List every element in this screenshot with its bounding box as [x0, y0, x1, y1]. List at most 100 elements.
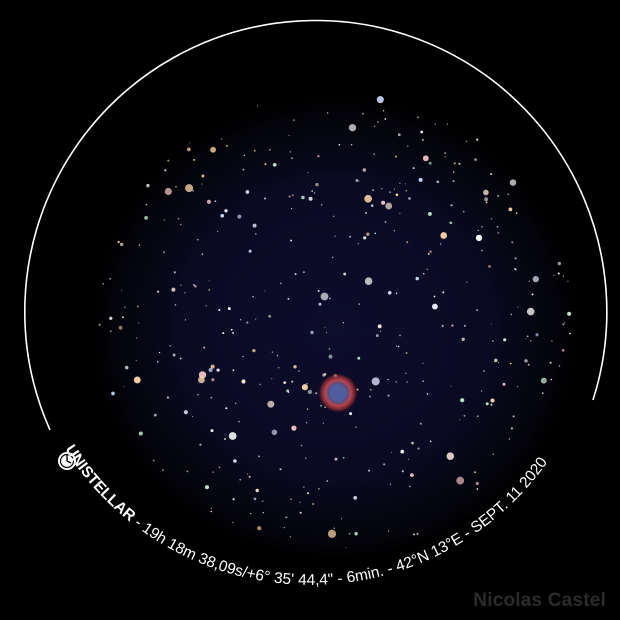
star: [391, 451, 393, 453]
star: [310, 330, 314, 335]
star: [368, 395, 371, 398]
star: [334, 457, 338, 461]
star: [420, 130, 424, 134]
star: [399, 212, 401, 214]
star: [562, 323, 565, 326]
star: [334, 235, 336, 237]
star: [384, 118, 387, 120]
star: [313, 192, 316, 194]
star: [250, 512, 252, 515]
star: [494, 358, 498, 363]
star: [453, 162, 456, 165]
star: [463, 324, 466, 327]
star: [460, 398, 465, 403]
star: [364, 194, 372, 203]
star: [264, 163, 267, 166]
star: [271, 429, 278, 436]
star: [152, 459, 155, 462]
star: [222, 332, 225, 335]
star: [415, 276, 419, 281]
star: [327, 112, 329, 114]
star: [524, 359, 528, 363]
star: [412, 167, 415, 170]
star: [345, 546, 347, 548]
star: [136, 305, 139, 308]
star: [426, 393, 429, 395]
star: [422, 362, 424, 364]
star: [476, 138, 479, 141]
star: [512, 415, 515, 418]
star: [307, 172, 309, 174]
star: [117, 241, 120, 244]
star: [564, 322, 566, 324]
star: [416, 532, 419, 535]
star: [293, 365, 297, 369]
star: [364, 211, 368, 215]
star: [405, 189, 408, 192]
star: [527, 363, 530, 366]
star: [383, 463, 386, 466]
star: [286, 389, 290, 393]
star: [306, 383, 308, 385]
star: [408, 485, 411, 488]
star: [312, 503, 315, 505]
star: [184, 291, 186, 294]
star: [463, 414, 466, 417]
star: [210, 429, 214, 433]
star: [431, 303, 438, 310]
star: [153, 413, 157, 417]
star: [355, 426, 357, 428]
star: [315, 392, 318, 395]
star: [446, 452, 455, 460]
star: [434, 123, 436, 125]
star: [481, 249, 483, 252]
star: [233, 459, 237, 463]
star: [317, 155, 320, 158]
star: [322, 373, 326, 377]
star: [210, 507, 213, 510]
star: [210, 364, 215, 369]
star: [332, 215, 335, 218]
star: [169, 344, 172, 347]
star: [532, 275, 539, 283]
star: [440, 232, 448, 239]
star: [419, 422, 422, 425]
star: [490, 173, 493, 176]
star: [232, 331, 235, 334]
star: [498, 362, 500, 364]
star: [255, 233, 257, 235]
star: [410, 473, 414, 477]
star: [135, 360, 137, 362]
star: [224, 209, 228, 213]
star: [245, 190, 250, 194]
star: [218, 466, 221, 469]
star: [358, 180, 360, 182]
star: [362, 168, 367, 172]
star: [372, 189, 374, 191]
star: [322, 422, 325, 424]
star: [484, 197, 489, 202]
star: [220, 214, 224, 218]
star: [98, 323, 101, 326]
star: [497, 194, 500, 197]
star: [387, 378, 389, 381]
star: [217, 230, 219, 233]
star: [289, 536, 292, 538]
star: [320, 203, 323, 206]
star: [370, 204, 374, 208]
star: [290, 239, 293, 242]
star: [258, 455, 260, 458]
star: [514, 257, 517, 260]
star: [123, 386, 125, 388]
star: [413, 533, 415, 536]
star: [285, 516, 288, 519]
star: [271, 378, 273, 380]
star: [138, 322, 140, 324]
star: [208, 367, 213, 373]
star: [248, 249, 252, 253]
star: [517, 306, 519, 308]
star: [497, 232, 500, 234]
star: [317, 289, 320, 293]
star: [458, 162, 461, 165]
star: [124, 365, 129, 370]
